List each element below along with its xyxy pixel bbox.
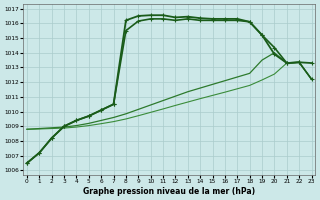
- X-axis label: Graphe pression niveau de la mer (hPa): Graphe pression niveau de la mer (hPa): [83, 187, 255, 196]
